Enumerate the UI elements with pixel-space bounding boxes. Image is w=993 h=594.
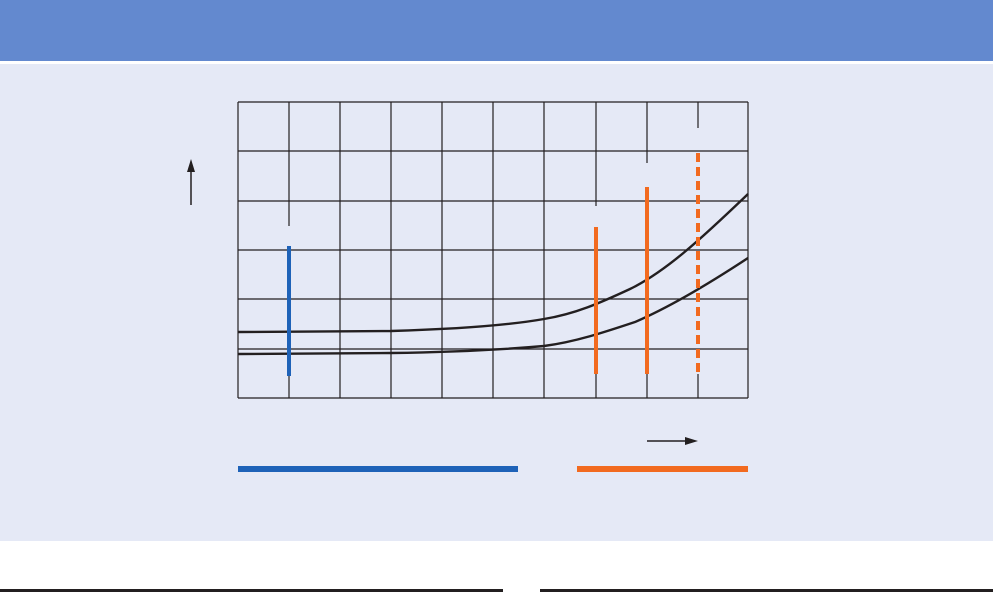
- orange-marker: [645, 187, 649, 374]
- orange-marker: [594, 227, 598, 374]
- blue-marker: [287, 246, 291, 376]
- curves: [237, 193, 749, 356]
- header-band: [0, 0, 993, 61]
- lower-curve: [237, 256, 749, 356]
- arrow-up-icon: [187, 159, 195, 205]
- figure-panel: [0, 64, 993, 541]
- upper-curve: [237, 193, 749, 334]
- orange-range-bar: [577, 466, 748, 472]
- bottom-rule-left: [0, 589, 503, 592]
- arrow-right-icon: [647, 437, 698, 445]
- blue-range-bar: [238, 466, 518, 472]
- grid: [237, 101, 749, 399]
- bottom-rule-right: [540, 589, 993, 592]
